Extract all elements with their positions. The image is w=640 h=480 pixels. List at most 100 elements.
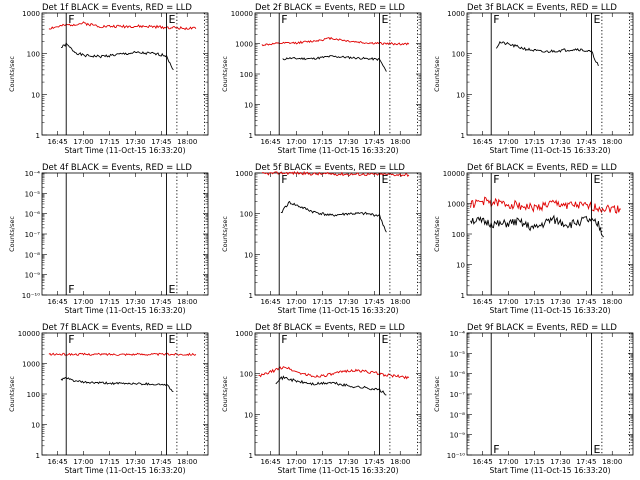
x-tick-label: 17:15 xyxy=(99,458,119,466)
detector-panel-6: Det 6f BLACK = Events, RED = LLD 1 10 100 10… xyxy=(433,163,634,315)
plot-frame xyxy=(254,172,422,296)
y-tick-label: 1000 xyxy=(22,10,40,18)
x-axis-label: Start Time (11-Oct-15 16:33:20) xyxy=(489,306,610,315)
y-tick-label: 10 xyxy=(456,91,465,99)
x-tick-label: 17:30 xyxy=(338,458,358,466)
x-tick-label: 18:00 xyxy=(390,298,410,306)
y-tick-label: 10 xyxy=(244,411,253,419)
marker-label-f: F xyxy=(68,13,74,26)
y-tick-label: 100 xyxy=(240,371,253,379)
y-tick-label: 100 xyxy=(27,391,40,399)
y-tick-label: 1 xyxy=(36,132,40,140)
x-tick-label: 17:30 xyxy=(338,138,358,146)
panel-title: Det 7f BLACK = Events, RED = LLD xyxy=(42,323,192,333)
x-tick-label: 16:45 xyxy=(472,458,492,466)
marker-label-e: E xyxy=(382,173,389,186)
plot-frame xyxy=(254,332,422,456)
plot-frame xyxy=(466,172,634,296)
x-tick-label: 17:00 xyxy=(498,138,518,146)
y-tick-label: 1 xyxy=(461,292,465,300)
x-tick-label: 18:00 xyxy=(602,298,622,306)
y-axis-label: Counts/sec xyxy=(221,376,229,412)
x-tick-label: 17:00 xyxy=(73,138,93,146)
x-tick-label: 17:15 xyxy=(312,458,332,466)
y-tick-label: 10000 xyxy=(443,170,465,178)
y-axis-label: Counts/sec xyxy=(221,56,229,92)
x-tick-label: 17:15 xyxy=(524,138,544,146)
x-axis-label: Start Time (11-Oct-15 16:33:20) xyxy=(489,146,610,155)
y-axis-label: Counts/sec xyxy=(8,376,16,412)
x-axis-label: Start Time (11-Oct-15 16:33:20) xyxy=(277,466,398,475)
y-axis-label: Counts/sec xyxy=(433,376,441,412)
y-tick-label: 10⁻⁸ xyxy=(450,411,466,419)
y-tick-label: 1000 xyxy=(235,330,253,338)
events-series-line xyxy=(282,55,387,72)
x-tick-label: 17:00 xyxy=(498,458,518,466)
plot-frame xyxy=(41,172,209,296)
y-tick-label: 1000 xyxy=(447,10,465,18)
x-tick-label: 17:00 xyxy=(286,138,306,146)
panel-title: Det 1f BLACK = Events, RED = LLD xyxy=(42,3,192,13)
x-tick-label: 18:00 xyxy=(390,458,410,466)
x-tick-label: 17:30 xyxy=(338,298,358,306)
y-tick-label: 10000 xyxy=(231,10,253,18)
plot-frame xyxy=(41,332,209,456)
x-axis-label: Start Time (11-Oct-15 16:33:20) xyxy=(64,306,185,315)
x-tick-label: 18:00 xyxy=(177,458,197,466)
x-tick-label: 18:00 xyxy=(177,298,197,306)
y-tick-label: 10⁻⁸ xyxy=(25,251,41,259)
marker-label-e: E xyxy=(169,13,176,26)
y-tick-label: 10⁻⁴ xyxy=(450,330,466,338)
x-tick-label: 17:00 xyxy=(498,298,518,306)
events-series-line xyxy=(470,214,604,238)
y-tick-label: 100 xyxy=(27,51,40,59)
y-tick-label: 100 xyxy=(240,71,253,79)
x-axis-label: Start Time (11-Oct-15 16:33:20) xyxy=(277,146,398,155)
x-tick-label: 17:30 xyxy=(125,458,145,466)
y-tick-label: 1 xyxy=(249,452,253,460)
x-axis-label: Start Time (11-Oct-15 16:33:20) xyxy=(489,466,610,475)
detector-panel-1: Det 1f BLACK = Events, RED = LLD 1 10 100 10… xyxy=(8,3,209,155)
y-axis-label: Counts/sec xyxy=(8,216,16,252)
y-tick-label: 1000 xyxy=(235,170,253,178)
plot-frame xyxy=(466,332,634,456)
lld-series-line xyxy=(470,196,622,214)
x-tick-label: 17:15 xyxy=(524,298,544,306)
x-tick-label: 17:30 xyxy=(550,458,570,466)
marker-label-f: F xyxy=(68,283,74,296)
y-axis-label: Counts/sec xyxy=(433,216,441,252)
x-tick-label: 17:30 xyxy=(550,298,570,306)
events-series-line xyxy=(280,200,387,233)
detector-panel-5: Det 5f BLACK = Events, RED = LLD 1 10 100 10… xyxy=(221,163,422,315)
x-tick-label: 17:45 xyxy=(576,138,596,146)
x-tick-label: 16:45 xyxy=(47,458,67,466)
detector-panel-8: Det 8f BLACK = Events, RED = LLD 1 10 100 10… xyxy=(221,323,422,475)
x-tick-label: 17:45 xyxy=(364,458,384,466)
panel-title: Det 3f BLACK = Events, RED = LLD xyxy=(467,3,617,13)
detector-panel-3: Det 3f BLACK = Events, RED = LLD 1 10 100 10… xyxy=(433,3,634,155)
lld-series-line xyxy=(261,36,410,47)
events-series-line xyxy=(60,42,174,71)
detector-panel-2: Det 2f BLACK = Events, RED = LLD 1 10 100 10… xyxy=(221,3,422,155)
plot-frame xyxy=(466,12,634,136)
y-tick-label: 1 xyxy=(249,292,253,300)
x-tick-label: 16:45 xyxy=(260,298,280,306)
x-tick-label: 17:45 xyxy=(151,138,171,146)
lld-series-line xyxy=(258,366,410,380)
x-tick-label: 16:45 xyxy=(472,138,492,146)
y-tick-label: 10 xyxy=(31,91,40,99)
y-tick-label: 10⁻⁶ xyxy=(450,371,466,379)
marker-label-e: E xyxy=(169,283,176,296)
x-axis-label: Start Time (11-Oct-15 16:33:20) xyxy=(277,306,398,315)
y-tick-label: 1 xyxy=(36,452,40,460)
y-tick-label: 100 xyxy=(452,231,465,239)
x-tick-label: 17:00 xyxy=(73,298,93,306)
marker-label-e: E xyxy=(594,443,601,456)
x-tick-label: 17:15 xyxy=(99,298,119,306)
lld-series-line xyxy=(261,170,410,178)
events-series-line xyxy=(275,375,387,396)
x-tick-label: 18:00 xyxy=(602,458,622,466)
y-tick-label: 10⁻⁶ xyxy=(25,211,41,219)
marker-label-f: F xyxy=(493,173,499,186)
x-tick-label: 17:00 xyxy=(73,458,93,466)
